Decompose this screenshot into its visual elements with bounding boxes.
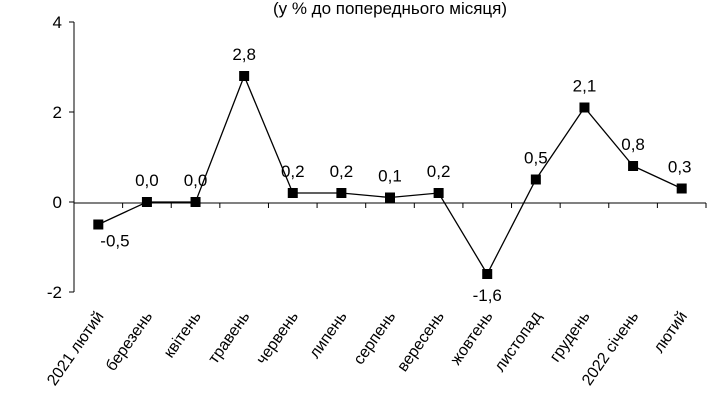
data-point xyxy=(676,183,687,194)
y-tick-label: 0 xyxy=(53,193,62,212)
data-point xyxy=(141,197,152,207)
x-tick-label: травень xyxy=(205,309,253,368)
data-point xyxy=(239,71,250,81)
data-label: 0,5 xyxy=(524,149,548,168)
x-tick-label: серпень xyxy=(351,309,400,368)
data-point xyxy=(336,188,347,198)
y-tick-label: 4 xyxy=(53,13,62,32)
chart-title: (у % до попереднього місяця) xyxy=(273,0,507,18)
x-tick-label: лютий xyxy=(651,309,691,357)
x-tick-label: червень xyxy=(253,309,302,368)
data-point xyxy=(530,174,541,185)
x-tick-label: листопад xyxy=(491,308,545,375)
data-label: 0,2 xyxy=(427,162,451,181)
x-tick-label: квітень xyxy=(161,309,205,362)
y-tick-label: 2 xyxy=(53,103,62,122)
data-label: -0,5 xyxy=(100,232,129,251)
data-point xyxy=(287,188,298,198)
data-label: 0,2 xyxy=(330,162,354,181)
data-point xyxy=(628,161,639,171)
data-label: 0,0 xyxy=(135,171,159,190)
data-point xyxy=(385,192,395,203)
data-label: 2,1 xyxy=(573,77,597,96)
x-tick-label: березень xyxy=(103,309,156,375)
x-tick-label: липень xyxy=(306,309,350,362)
x-tick-label: вересень xyxy=(394,309,448,375)
data-point xyxy=(93,219,104,230)
data-label: 2,8 xyxy=(232,45,256,64)
x-tick-label: жовтень xyxy=(448,309,497,369)
data-label: -1,6 xyxy=(473,286,502,305)
data-label: 0,0 xyxy=(184,171,208,190)
data-point xyxy=(433,188,444,198)
data-label: 0,8 xyxy=(621,135,645,154)
data-label: 0,1 xyxy=(378,167,402,186)
x-tick-label: 2021 лютий xyxy=(44,309,107,389)
data-point xyxy=(579,102,590,113)
data-label: 0,2 xyxy=(281,162,305,181)
data-point xyxy=(190,197,201,207)
data-point xyxy=(482,269,493,279)
data-label: 0,3 xyxy=(668,158,692,177)
y-tick-label: -2 xyxy=(47,283,62,302)
x-tick-label: грудень xyxy=(547,309,594,366)
